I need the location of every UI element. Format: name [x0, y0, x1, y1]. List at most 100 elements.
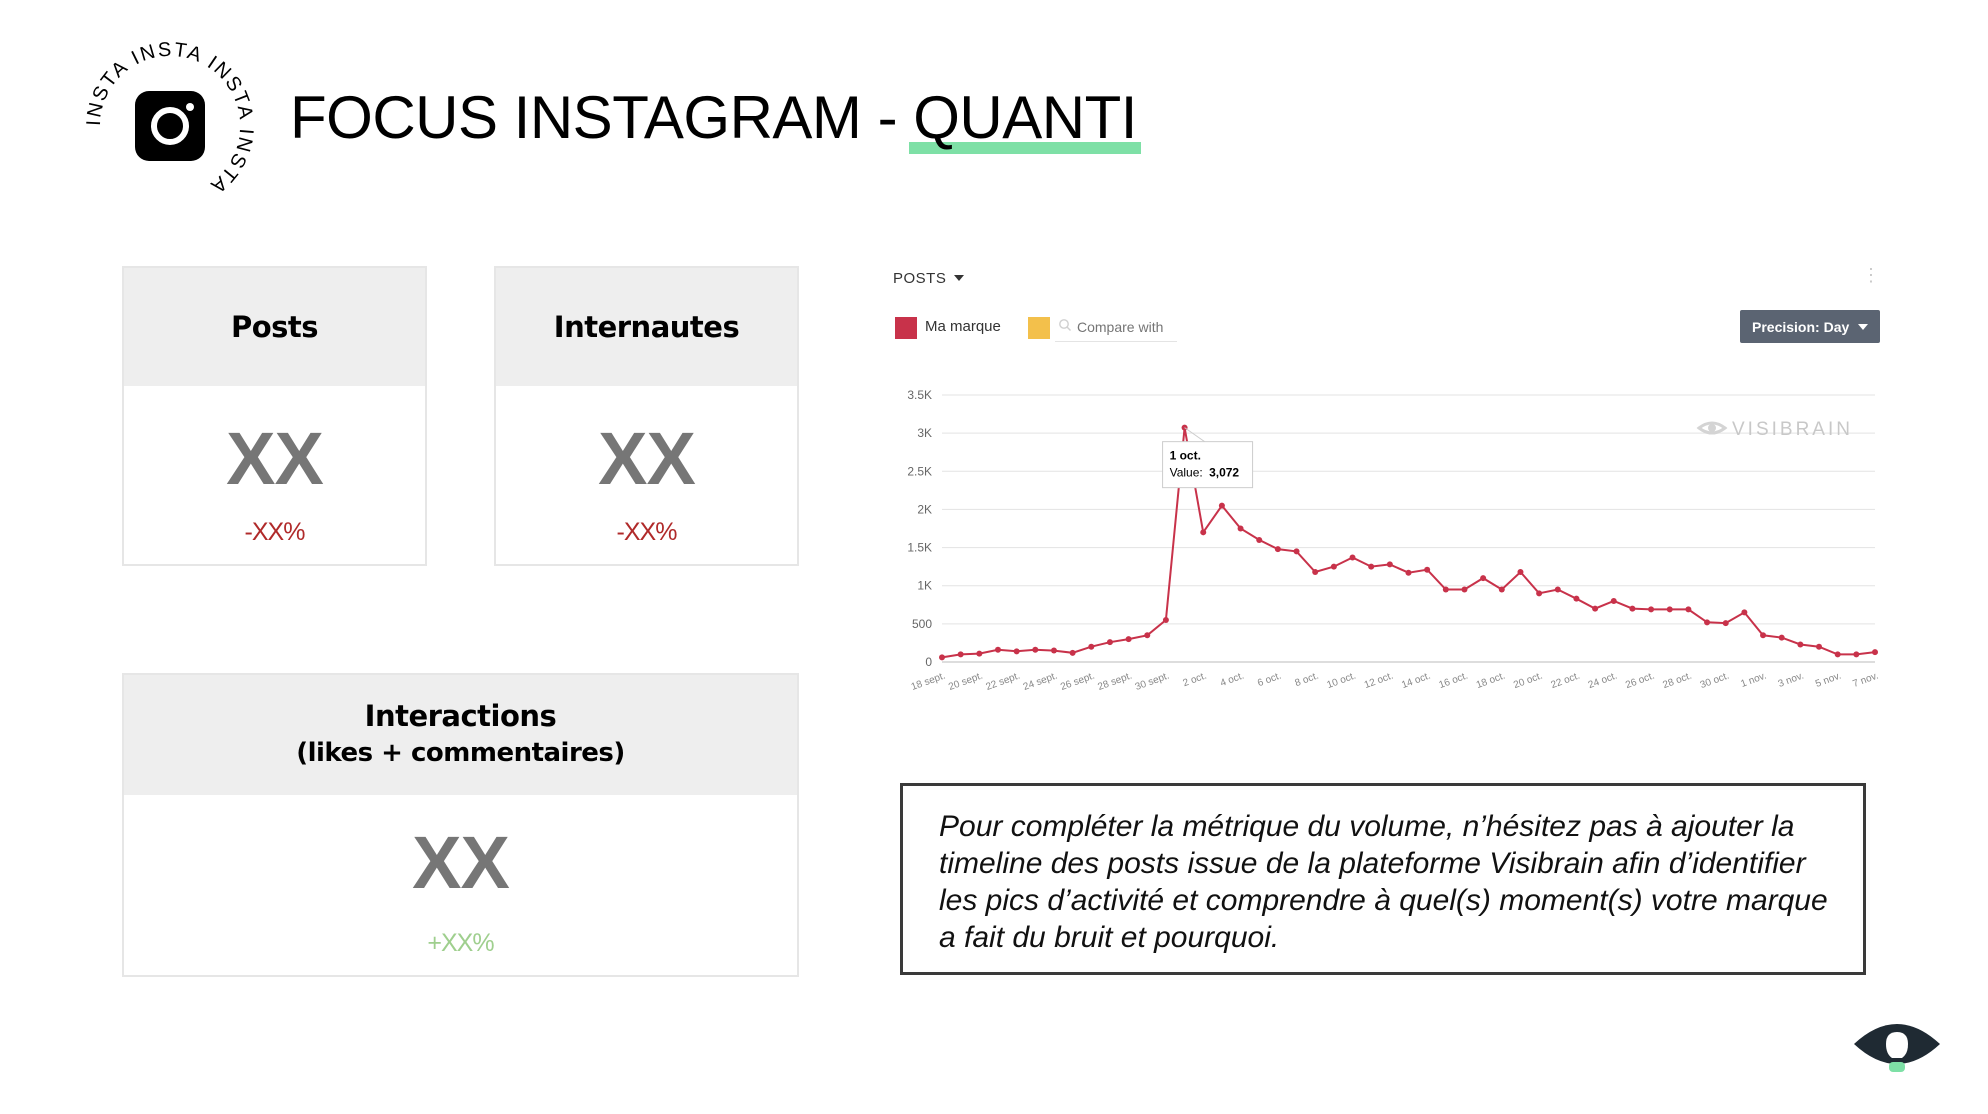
data-point: [1050, 647, 1057, 654]
caret-down-icon: [954, 275, 965, 281]
data-point: [1722, 620, 1729, 627]
y-tick-label: 2K: [917, 502, 932, 516]
x-tick-label: 7 nov.: [1851, 670, 1880, 689]
data-point: [957, 651, 964, 658]
kpi-value: XX: [412, 821, 510, 904]
data-point: [1741, 609, 1748, 616]
data-point: [1480, 575, 1487, 582]
precision-dropdown[interactable]: Precision: Day: [1740, 310, 1880, 343]
note-text: Pour compléter la métrique du volume, n’…: [939, 810, 1828, 954]
legend-label-brand: Ma marque: [925, 318, 1001, 335]
precision-label: Precision: Day: [1752, 318, 1850, 335]
data-point: [1312, 568, 1319, 575]
card-subtitle: (likes + commentaires): [296, 738, 625, 768]
data-point: [1573, 595, 1580, 602]
data-point: [1853, 651, 1860, 658]
data-point: [1069, 649, 1076, 656]
x-tick-label: 28 sept.: [1096, 670, 1133, 693]
x-tick-label: 26 oct.: [1624, 670, 1656, 691]
chart-tooltip: 1 oct. Value: 3,072: [1162, 427, 1254, 489]
search-icon: [1059, 319, 1071, 331]
data-point: [1200, 529, 1207, 536]
data-point: [1592, 605, 1599, 612]
instagram-icon: INSTA INSTA INSTA INSTA: [83, 39, 255, 199]
metric-label: POSTS: [893, 270, 947, 287]
legend-swatch-compare[interactable]: [1028, 317, 1050, 339]
data-point: [939, 654, 945, 661]
data-point: [1218, 502, 1225, 509]
data-point: [1704, 619, 1711, 626]
y-tick-label: 1K: [917, 579, 932, 593]
y-tick-label: 500: [912, 617, 932, 631]
data-point: [994, 646, 1001, 653]
y-tick-label: 0: [925, 655, 932, 669]
data-point: [1256, 536, 1263, 543]
x-tick-label: 2 oct.: [1182, 670, 1209, 689]
tooltip-value-label: Value:: [1170, 466, 1203, 480]
x-tick-label: 1 nov.: [1739, 670, 1768, 689]
page-title-highlight: QUANTI: [909, 78, 1141, 158]
x-tick-label: 24 oct.: [1587, 670, 1619, 691]
data-point: [1125, 636, 1132, 643]
kpi-card-posts: Posts XX -XX%: [122, 266, 427, 566]
card-header: Interactions (likes + commentaires): [124, 675, 797, 795]
kpi-card-interactions: Interactions (likes + commentaires) XX +…: [122, 673, 799, 977]
data-point: [1685, 606, 1692, 613]
data-point: [1816, 643, 1823, 650]
data-point: [1834, 651, 1841, 658]
kpi-card-internautes: Internautes XX -XX%: [494, 266, 799, 566]
data-point: [1162, 617, 1169, 624]
data-point: [1610, 597, 1617, 604]
kpi-delta: -XX%: [244, 518, 306, 546]
card-header: Internautes: [496, 268, 797, 386]
data-point: [1517, 568, 1524, 575]
x-tick-label: 26 sept.: [1059, 670, 1096, 693]
data-point: [1032, 646, 1039, 653]
kpi-delta: -XX%: [616, 518, 678, 546]
tooltip-value: 3,072: [1209, 466, 1239, 480]
x-tick-label: 4 oct.: [1219, 670, 1246, 689]
data-point: [1536, 590, 1543, 597]
more-options-icon[interactable]: ⋮: [1862, 265, 1880, 285]
data-point: [976, 650, 983, 657]
data-point: [1013, 648, 1020, 655]
x-tick-label: 30 sept.: [1134, 670, 1171, 693]
page-title: FOCUS INSTAGRAM - QUANTI: [290, 78, 1141, 158]
x-tick-label: 20 oct.: [1512, 670, 1544, 691]
kpi-value: XX: [598, 417, 696, 500]
watermark-text: VISIBRAIN: [1732, 419, 1853, 440]
data-point: [1106, 639, 1113, 646]
data-point: [1797, 641, 1804, 648]
data-point: [1442, 586, 1449, 593]
x-tick-label: 12 oct.: [1363, 670, 1395, 691]
data-point: [1554, 586, 1561, 593]
data-point: [1760, 632, 1767, 639]
data-point: [1424, 566, 1431, 573]
data-point: [1368, 563, 1375, 570]
instagram-badge: INSTA INSTA INSTA INSTA: [80, 36, 260, 216]
legend-swatch-brand[interactable]: [895, 317, 917, 339]
data-point: [1629, 605, 1636, 612]
data-point: [1778, 634, 1785, 641]
data-point: [1349, 554, 1356, 561]
data-point: [1088, 643, 1095, 650]
y-tick-label: 1.5K: [907, 541, 932, 555]
x-tick-label: 5 nov.: [1814, 670, 1843, 689]
x-tick-label: 28 oct.: [1661, 670, 1693, 691]
x-tick-label: 18 oct.: [1475, 670, 1507, 691]
data-point: [1293, 548, 1300, 555]
card-title: Posts: [230, 310, 319, 344]
x-tick-label: 6 oct.: [1256, 670, 1283, 689]
visibrain-logo-icon: [1854, 1024, 1940, 1072]
data-point: [1666, 606, 1673, 613]
compare-input[interactable]: [1055, 312, 1177, 342]
metric-dropdown[interactable]: POSTS: [893, 270, 965, 287]
data-point: [1330, 563, 1337, 570]
svg-text:Value: 3,072: Value: 3,072: [1170, 466, 1240, 480]
tooltip-date: 1 oct.: [1170, 449, 1201, 463]
x-tick-label: 20 sept.: [947, 670, 984, 693]
data-point: [1648, 606, 1655, 613]
x-tick-label: 10 oct.: [1326, 670, 1358, 691]
y-tick-label: 2.5K: [907, 464, 932, 478]
